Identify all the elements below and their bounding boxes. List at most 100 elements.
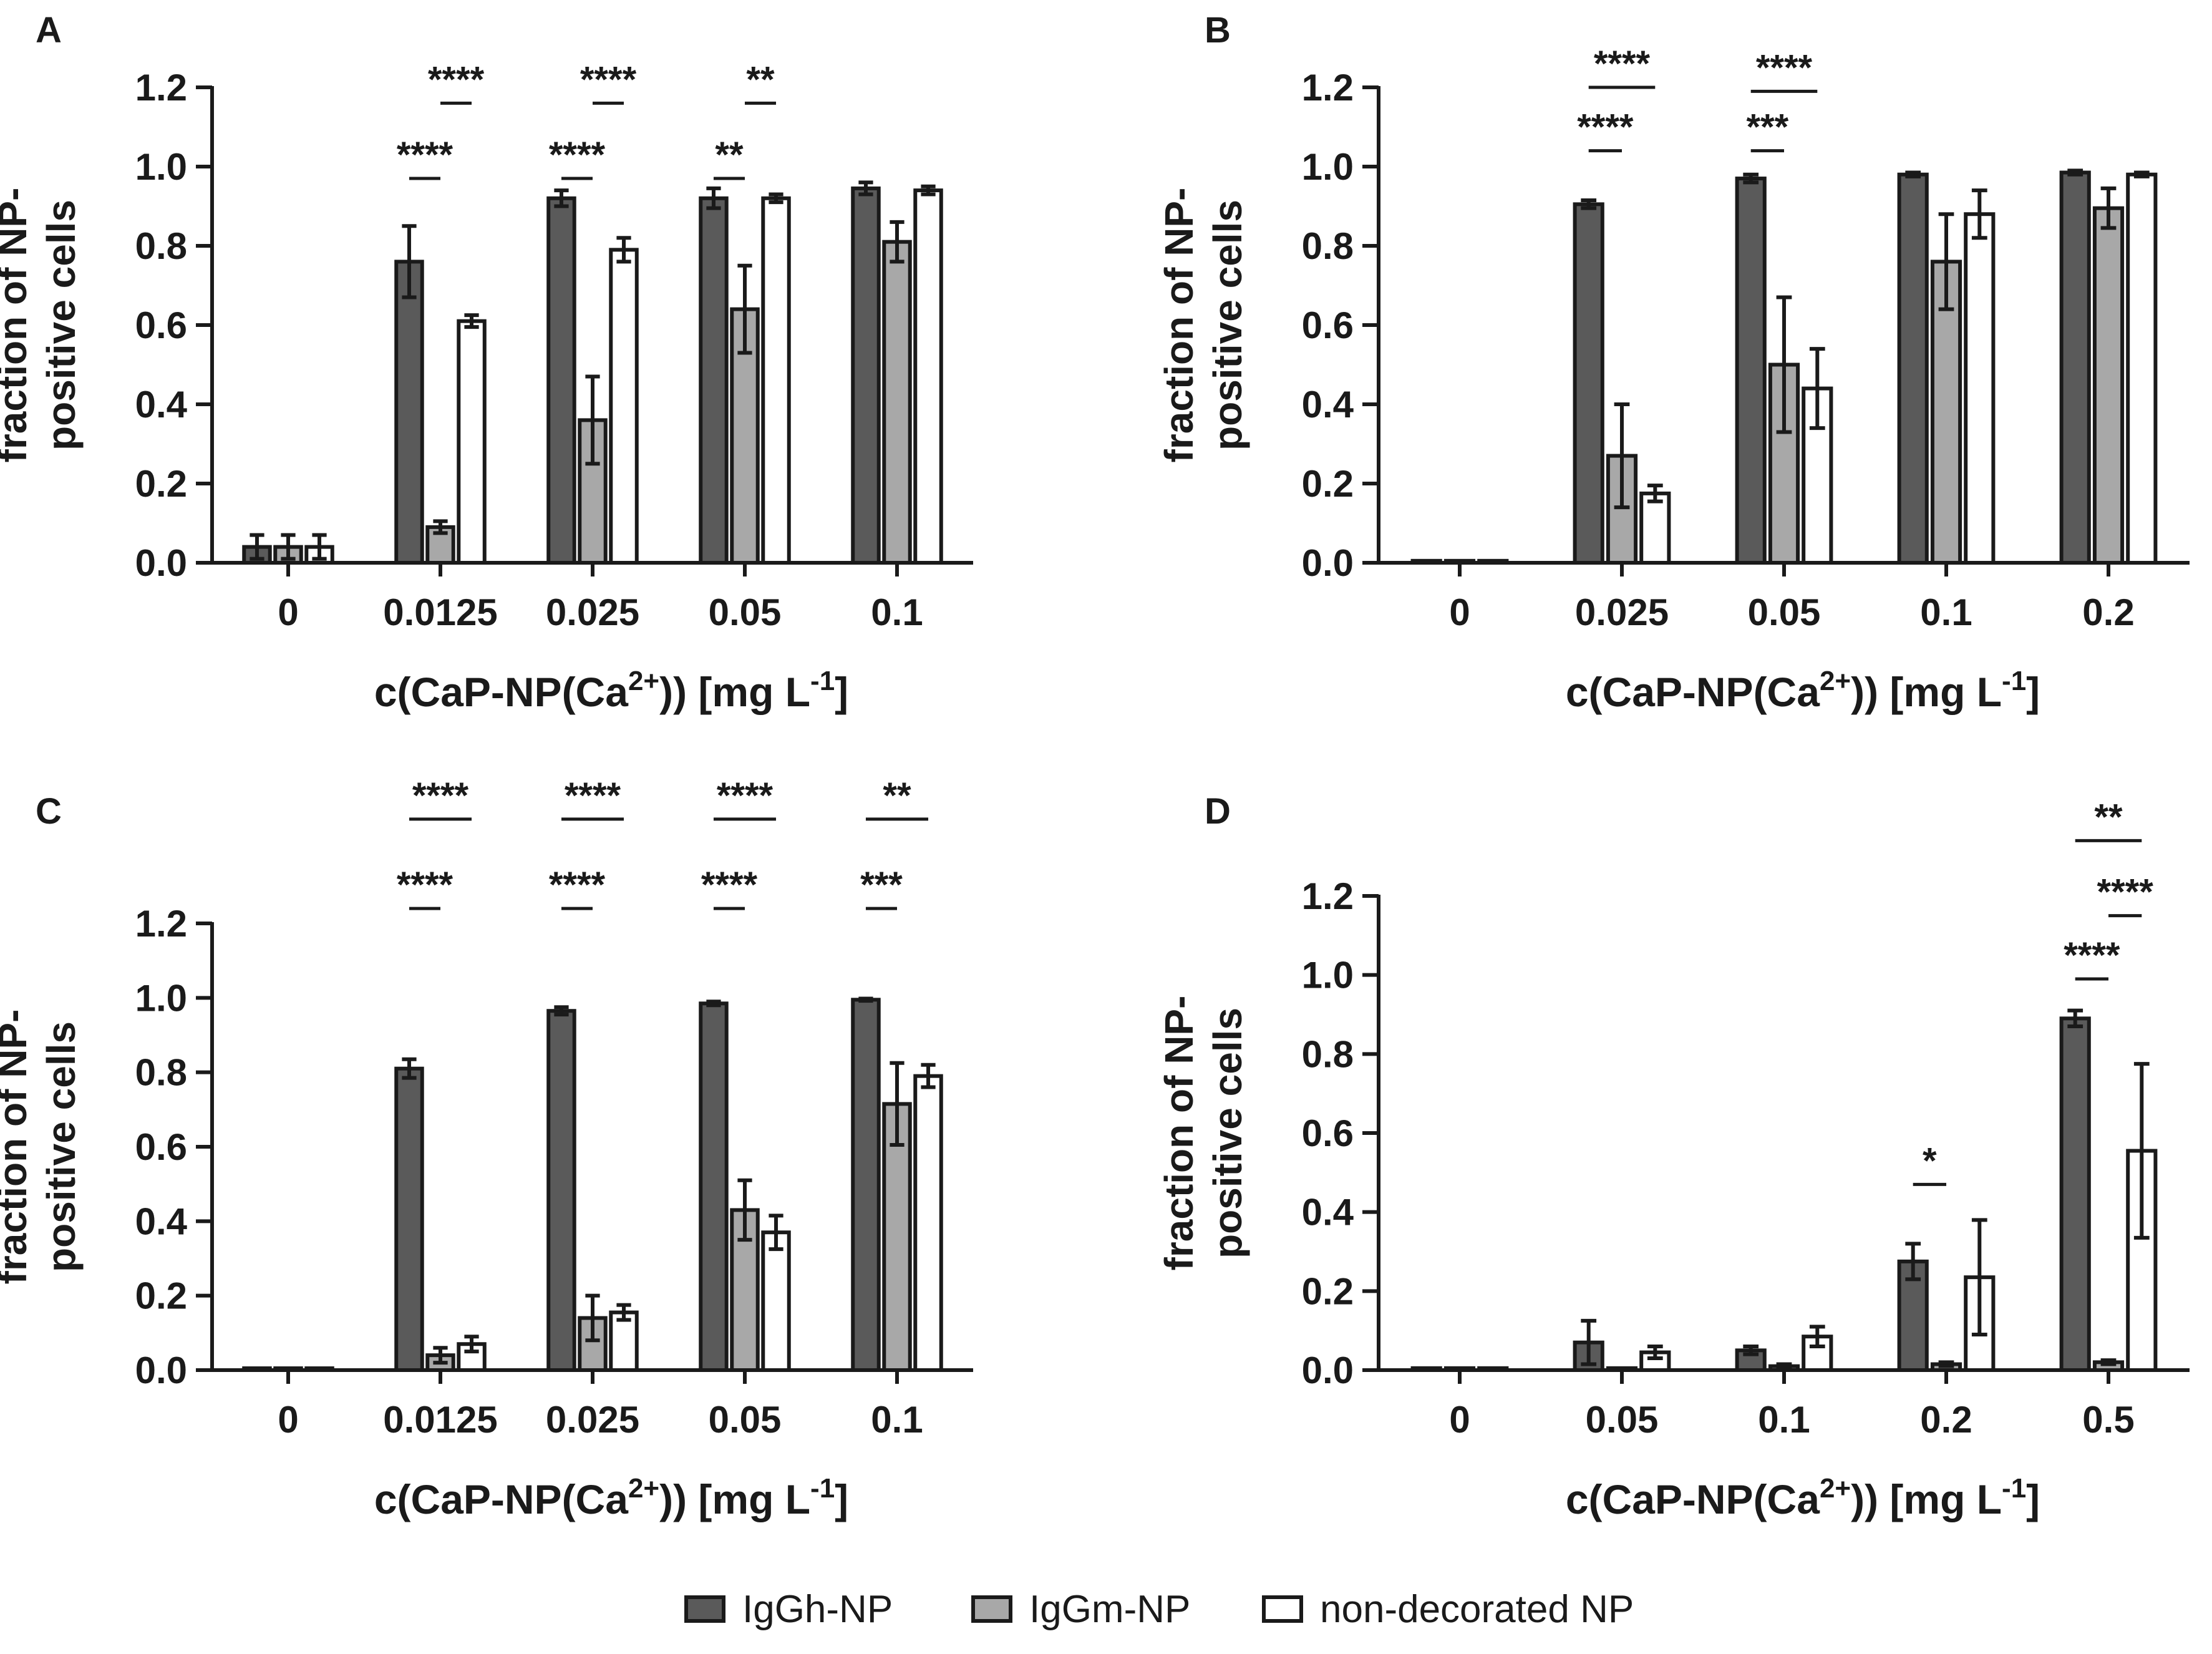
y-tick-label: 0.6 bbox=[135, 304, 187, 346]
bar-iggh-np bbox=[394, 260, 424, 565]
significance-marker: **** bbox=[1577, 107, 1634, 148]
x-tick-label: 0.5 bbox=[2082, 1399, 2134, 1441]
bar-iggh-np bbox=[851, 186, 881, 565]
panel-label-B: B bbox=[1205, 10, 1231, 51]
y-tick-label: 1.0 bbox=[135, 977, 187, 1019]
x-tick-label: 0.025 bbox=[1575, 591, 1669, 633]
bar-non-decorated-np bbox=[1964, 212, 1996, 565]
x-axis-title-superscript: 2+ bbox=[628, 666, 659, 696]
panel-label-C: C bbox=[36, 791, 62, 832]
bar-iggm-np bbox=[2092, 206, 2125, 565]
y-tick-label: 0.6 bbox=[1302, 304, 1354, 346]
y-tick-label: 0.4 bbox=[1302, 384, 1354, 426]
bar-non-decorated-np bbox=[913, 188, 943, 565]
y-tick-label: 0.0 bbox=[135, 1350, 187, 1391]
x-axis-title: c(CaP-NP(Ca2+)) [mg L-1] bbox=[1566, 666, 2040, 715]
significance-marker: *** bbox=[1746, 107, 1788, 148]
y-tick-label: 0.6 bbox=[135, 1126, 187, 1168]
bar-non-decorated-np bbox=[1477, 1366, 1509, 1372]
y-axis-title-line1: fraction of NP- bbox=[0, 1009, 35, 1285]
x-axis-title-part: c(CaP-NP(Ca bbox=[374, 669, 629, 715]
x-axis-title-part: c(CaP-NP(Ca bbox=[374, 1476, 629, 1522]
panel-B: B 0.0 0.2 0.4 0.6 0.8 1.0 1.2 fraction of NP-pos… bbox=[1157, 10, 2190, 715]
y-tick-label: 0.2 bbox=[135, 1275, 187, 1317]
x-axis-title-superscript: -1 bbox=[810, 666, 835, 696]
y-tick-label: 1.2 bbox=[135, 67, 187, 109]
significance-marker: **** bbox=[549, 135, 606, 175]
significance-marker: ** bbox=[883, 776, 911, 816]
y-axis-title-line1: fraction of NP- bbox=[1157, 188, 1201, 463]
legend-label-3: non-decorated NP bbox=[1320, 1588, 1634, 1631]
panel-A: A 0.0 0.2 0.4 0.6 0.8 1.0 1.2 fraction of NP-pos… bbox=[0, 10, 973, 715]
y-axis-title-line2: positive cells bbox=[39, 1021, 84, 1272]
bar-iggh-np bbox=[2059, 170, 2091, 565]
bar-non-decorated-np bbox=[1477, 558, 1509, 565]
legend-label-2: IgGm-NP bbox=[1029, 1588, 1190, 1631]
x-axis-title-superscript: 2+ bbox=[1820, 666, 1851, 696]
x-tick-label: 0.1 bbox=[871, 1399, 923, 1441]
bar-iggh-np bbox=[546, 1009, 576, 1372]
x-tick-label: 0.1 bbox=[1920, 591, 1972, 633]
y-tick-label: 0.4 bbox=[135, 1200, 188, 1242]
significance-marker: **** bbox=[428, 59, 485, 100]
significance-marker: **** bbox=[549, 865, 606, 905]
x-axis-title-superscript: -1 bbox=[2002, 1473, 2026, 1504]
x-axis-title-part: )) [mg L bbox=[1851, 669, 2002, 715]
x-tick-label: 0.2 bbox=[2082, 591, 2134, 633]
x-tick-label: 0.0125 bbox=[383, 591, 498, 633]
bar-non-decorated-np bbox=[913, 1074, 943, 1372]
y-axis-title-line2: positive cells bbox=[1205, 200, 1250, 450]
y-axis-title-line1: fraction of NP- bbox=[0, 188, 35, 463]
y-tick-label: 0.4 bbox=[135, 384, 188, 426]
bar-iggh-np bbox=[1897, 172, 1929, 565]
significance-marker: ** bbox=[715, 135, 744, 175]
bar-iggh-np bbox=[394, 1066, 424, 1372]
bar-iggh-np bbox=[699, 1001, 729, 1372]
significance-marker: **** bbox=[1594, 44, 1651, 84]
y-tick-label: 0.2 bbox=[135, 463, 187, 505]
x-axis-title: c(CaP-NP(Ca2+)) [mg L-1] bbox=[374, 1473, 848, 1522]
significance-marker: * bbox=[1923, 1141, 1937, 1181]
significance-marker: **** bbox=[701, 865, 758, 905]
x-tick-label: 0.05 bbox=[709, 1399, 782, 1441]
y-tick-label: 0.2 bbox=[1302, 463, 1354, 505]
x-axis-title-part: ] bbox=[835, 669, 848, 715]
x-tick-label: 0.05 bbox=[1586, 1399, 1659, 1441]
bar-non-decorated-np bbox=[2126, 172, 2158, 565]
bar-non-decorated-np bbox=[457, 1342, 487, 1373]
bar-iggh-np bbox=[851, 998, 881, 1372]
legend-swatch-1 bbox=[684, 1595, 725, 1623]
x-tick-label: 0.0125 bbox=[383, 1399, 498, 1441]
significance-marker: **** bbox=[2064, 935, 2120, 976]
x-axis-title-part: c(CaP-NP(Ca bbox=[1566, 669, 1820, 715]
panel-label-D: D bbox=[1205, 791, 1231, 832]
bar-iggh-np bbox=[1410, 558, 1442, 565]
y-axis-title-line1: fraction of NP- bbox=[1157, 996, 1201, 1271]
x-tick-label: 0 bbox=[278, 1399, 298, 1441]
x-axis-title-part: ] bbox=[2026, 1476, 2040, 1522]
significance-marker: **** bbox=[397, 135, 454, 175]
x-axis-title-part: ] bbox=[2026, 669, 2040, 715]
bar-non-decorated-np bbox=[609, 248, 639, 565]
x-tick-label: 0.05 bbox=[709, 591, 782, 633]
y-tick-label: 0.6 bbox=[1302, 1112, 1354, 1154]
y-tick-label: 1.0 bbox=[1302, 955, 1354, 996]
legend: IgGh-NP IgGm-NP non-decorated NP bbox=[684, 1588, 1634, 1631]
y-tick-label: 0.8 bbox=[1302, 1033, 1354, 1075]
y-axis-title-line2: positive cells bbox=[1205, 1008, 1250, 1258]
bar-iggh-np bbox=[699, 196, 729, 565]
y-tick-label: 0.0 bbox=[135, 542, 187, 584]
x-tick-label: 0.025 bbox=[546, 1399, 639, 1441]
bar-iggh-np bbox=[242, 1366, 272, 1372]
significance-marker: **** bbox=[1756, 47, 1813, 88]
x-axis-title-part: )) [mg L bbox=[659, 669, 810, 715]
x-tick-label: 0.1 bbox=[871, 591, 923, 633]
y-tick-label: 1.2 bbox=[135, 903, 187, 945]
bar-iggh-np bbox=[546, 196, 576, 565]
x-axis-title-part: )) [mg L bbox=[1851, 1476, 2002, 1522]
bar-non-decorated-np bbox=[304, 1366, 334, 1372]
bar-iggh-np bbox=[1573, 202, 1604, 565]
bar-non-decorated-np bbox=[457, 319, 487, 565]
x-tick-label: 0.2 bbox=[1920, 1399, 1972, 1441]
